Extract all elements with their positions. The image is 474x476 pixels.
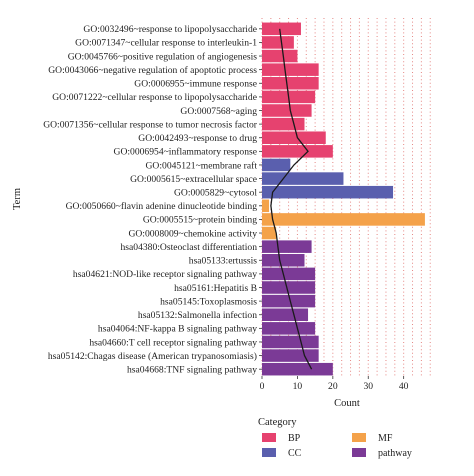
y-tick-label: hsa05142:Chagas disease (American trypan…	[48, 351, 257, 362]
legend-label: CC	[288, 448, 302, 459]
bar-21	[262, 308, 309, 321]
bars	[262, 22, 425, 376]
y-tick-label: GO:0071356~cellular response to tumor ne…	[43, 119, 258, 130]
x-tick-label: 0	[260, 381, 265, 392]
y-tick-label: GO:0071222~cellular response to lipopoly…	[52, 92, 257, 103]
legend-label: MF	[378, 433, 393, 444]
y-axis-title: Term	[12, 188, 23, 210]
legend-swatch	[262, 448, 276, 457]
trend-line	[270, 28, 313, 370]
bar-10	[262, 158, 291, 172]
legend: Category BP CC MF pathway	[258, 417, 412, 459]
y-tick-label: hsa05133:ertussis	[189, 256, 257, 267]
y-tick-label: GO:0043066~negative regulation of apopto…	[48, 65, 257, 76]
bar-6	[262, 104, 312, 117]
bar-0	[262, 22, 301, 36]
y-tick-label: hsa05161:Hepatitis B	[174, 283, 257, 294]
bar-20	[262, 294, 316, 308]
bar-2	[262, 49, 298, 63]
legend-label: pathway	[378, 448, 412, 459]
y-tick-label: GO:0005615~extracellular space	[130, 174, 257, 185]
bar-7	[262, 117, 305, 131]
x-axis: 0 10 20 30 40	[260, 376, 409, 392]
y-tick-label: GO:0005515~protein binding	[143, 215, 257, 226]
y-tick-label: GO:0050660~flavin adenine dinucleotide b…	[66, 201, 258, 212]
bar-1	[262, 36, 294, 49]
y-tick-labels: GO:0032496~response to lipopolysaccharid…	[43, 24, 262, 375]
y-tick-label: hsa04380:Osteoclast differentiation	[120, 242, 257, 253]
y-tick-label: hsa04621:NOD-like receptor signaling pat…	[73, 269, 257, 280]
bar-8	[262, 131, 326, 144]
y-tick-label: GO:0007568~aging	[180, 106, 257, 117]
y-tick-label: GO:0006955~immune response	[134, 79, 257, 90]
x-tick-label: 30	[363, 381, 373, 392]
bar-14	[262, 213, 425, 226]
bar-9	[262, 145, 333, 158]
x-tick-label: 40	[399, 381, 409, 392]
bar-3	[262, 63, 319, 76]
x-tick-label: 20	[328, 381, 338, 392]
legend-swatch	[262, 433, 276, 442]
bar-11	[262, 172, 344, 185]
y-tick-label: hsa05145:Toxoplasmosis	[160, 296, 257, 307]
legend-swatch	[352, 448, 366, 457]
bar-25	[262, 362, 333, 376]
bar-24	[262, 349, 319, 362]
legend-swatch	[352, 433, 366, 442]
bar-17	[262, 254, 305, 267]
bar-16	[262, 240, 312, 253]
bar-13	[262, 199, 270, 213]
legend-title: Category	[258, 417, 297, 428]
bar-22	[262, 322, 316, 335]
y-tick-label: GO:0042493~response to drug	[138, 133, 257, 144]
y-tick-label: GO:0045121~membrane raft	[146, 160, 258, 171]
bar-12	[262, 185, 394, 199]
y-tick-label: hsa05132:Salmonella infection	[138, 310, 257, 321]
x-tick-label: 10	[293, 381, 303, 392]
bar-19	[262, 281, 316, 294]
y-tick-label: GO:0045766~positive regulation of angiog…	[68, 51, 258, 62]
y-tick-label: hsa04668:TNF signaling pathway	[127, 364, 257, 375]
x-axis-title: Count	[334, 398, 360, 409]
y-tick-label: GO:0071347~cellular response to interleu…	[75, 38, 257, 49]
bar-23	[262, 335, 319, 349]
y-tick-label: hsa04660:T cell receptor signaling pathw…	[89, 337, 257, 348]
y-tick-label: GO:0006954~inflammatory response	[114, 147, 257, 158]
bar-4	[262, 77, 319, 90]
legend-label: BP	[288, 433, 301, 444]
y-tick-label: GO:0008009~chemokine activity	[128, 228, 257, 239]
bar-15	[262, 226, 277, 240]
y-tick-label: GO:0032496~response to lipopolysaccharid…	[83, 24, 257, 35]
y-tick-label: GO:0005829~cytosol	[174, 187, 257, 198]
bar-18	[262, 267, 316, 281]
y-tick-label: hsa04064:NF-kappa B signaling pathway	[98, 324, 257, 335]
